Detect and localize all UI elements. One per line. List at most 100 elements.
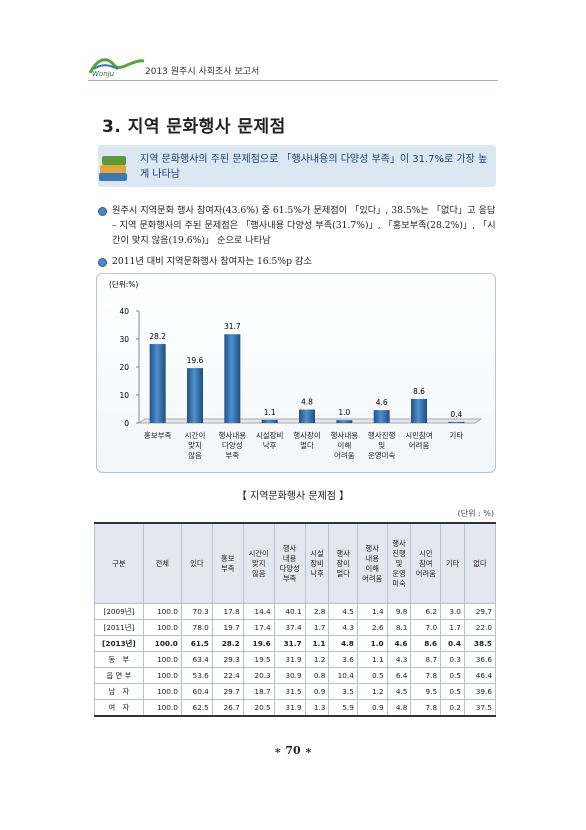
table-cell: 1.7: [304, 619, 330, 636]
table-cell: 9.5: [410, 683, 442, 700]
table-cell: 36.6: [463, 651, 497, 668]
y-tick-label: 40: [119, 307, 129, 316]
table-cell: 100.0: [142, 619, 182, 636]
table-cell: 8.1: [386, 619, 412, 636]
table-cell: 63.4: [180, 651, 213, 668]
x-tick-label: 행사진행 및 운영미숙: [367, 431, 396, 460]
table-cell: 37.5: [463, 699, 497, 717]
y-tick-label: 30: [119, 335, 129, 344]
header-cell: 홍보 부족: [211, 522, 244, 604]
value-label: 31.7: [224, 322, 241, 331]
table-cell: 3.6: [328, 651, 358, 668]
header-cell: 없다: [463, 522, 497, 604]
table-cell: 1.7: [440, 619, 465, 636]
table-cell: 38.5: [463, 635, 497, 652]
table-cell: 여 자: [94, 699, 144, 717]
table-cell: 14.4: [242, 603, 275, 620]
value-label: 1.1: [264, 408, 276, 417]
bullet-dot: [98, 207, 107, 216]
table-cell: 4.6: [386, 635, 412, 652]
value-label: 4.6: [376, 398, 388, 407]
table-cell: 3.5: [328, 683, 358, 700]
table-cell: 0.8: [304, 667, 330, 684]
logo-text: Wonju: [92, 70, 115, 78]
table-cell: 2.8: [304, 603, 330, 620]
logo-mark: [88, 58, 145, 74]
table-cell: 4.3: [386, 651, 412, 668]
y-tick-label: 10: [119, 391, 129, 400]
bullet-text: 2011년 대비 지역문화행사 참여자는 16.5%p 감소: [112, 256, 312, 267]
table-cell: 31.5: [273, 683, 306, 700]
table-cell: [2013년]: [94, 635, 144, 652]
table-cell: 19.5: [242, 651, 275, 668]
table-cell: 4.8: [328, 635, 358, 652]
table-cell: 1.4: [356, 603, 388, 620]
section-title: 3. 지역 문화행사 문제점: [102, 117, 286, 137]
x-tick-label: 시간이 맞지 않음: [184, 431, 206, 460]
table-row: [2009년] 100.0 70.3 17.8 14.4 40.1 2.8 4.5 1.4 9.8…: [94, 603, 497, 620]
x-tick-label: 시민참여 어려움: [405, 431, 433, 450]
table-cell: 0.3: [440, 651, 465, 668]
x-tick-label: 기타: [449, 431, 464, 440]
table-cell: 8.7: [410, 651, 442, 668]
table-cell: 6.4: [386, 667, 412, 684]
table-cell: 29.7: [211, 683, 244, 700]
table-cell: 46.4: [463, 667, 497, 684]
header-cell: 있다: [180, 522, 213, 604]
table-cell: 7.8: [410, 699, 442, 717]
bullet-dot: [98, 258, 107, 267]
table-cell: 19.6: [242, 635, 275, 652]
table-cell: 0.2: [440, 699, 465, 717]
table-cell: 1.2: [304, 651, 330, 668]
bullet-sub: – 지역 문화행사의 주된 문제점은 「행사내용 다양성 부족(31.7%)」,…: [112, 220, 496, 246]
table-cell: 100.0: [142, 667, 182, 684]
x-tick-label: 행사내용 이해 어려움: [330, 431, 359, 460]
table-cell: 남 자: [94, 683, 144, 700]
table-cell: 4.5: [386, 683, 412, 700]
header-cell: 시민 참여 어려움: [410, 522, 442, 604]
table-cell: 8.6: [410, 635, 442, 652]
header-cell: 행사 진행 및 운영 미숙: [386, 522, 412, 604]
table-cell: 3.0: [440, 603, 465, 620]
bar: [299, 409, 315, 423]
table-row: 동 부 100.0 63.4 29.3 19.5 31.9 1.2 3.6 1.1 4.3 8.7 0…: [94, 651, 497, 668]
chart-svg: (단위:%) 0 10 20 30 40 28.2 19.6 31.7 1.1 4.8 1.0 4.6…: [109, 279, 483, 428]
header-line: [88, 80, 498, 81]
table-row: [2011년] 100.0 78.0 19.7 17.4 37.4 1.7 4.3 2.6 8.1…: [94, 619, 497, 636]
table-cell: 22.0: [463, 619, 497, 636]
table-cell: 18.7: [242, 683, 275, 700]
value-label: 19.6: [187, 356, 204, 365]
value-label: 8.6: [413, 387, 425, 396]
x-tick-label: 행사장이 멀다: [293, 431, 321, 450]
header-cell: 시설 장비 낙후: [304, 522, 330, 604]
table-cell: 1.3: [304, 699, 330, 717]
table-cell: 동 부: [94, 651, 144, 668]
table-cell: 61.5: [180, 635, 213, 652]
value-label: 1.0: [338, 408, 350, 417]
table-cell: 100.0: [142, 651, 182, 668]
table-cell: 62.5: [180, 699, 213, 717]
table-caption: 【 지역문화행사 문제점 】: [236, 491, 350, 502]
table-cell: 19.7: [211, 619, 244, 636]
page-number: ∗ 70 ∗: [273, 744, 313, 757]
header-cell: 기타: [440, 522, 465, 604]
bar: [224, 334, 241, 423]
table-cell: 70.3: [180, 603, 213, 620]
x-tick-label: 홍보부족: [143, 431, 172, 440]
table-cell: 37.4: [273, 619, 306, 636]
bar: [448, 421, 465, 423]
highlight-text: 지역 문화행사의 주된 문제점으로 「행사내용의 다양성 부족」이 31.7%로…: [140, 154, 488, 180]
bar: [336, 420, 353, 423]
table-unit: (단위 : %): [457, 509, 494, 518]
chart-unit: (단위:%): [109, 279, 138, 289]
table-row: 남 자 100.0 60.4 29.7 18.7 31.5 0.9 3.5 1.2 4.5 9.5 0…: [94, 683, 497, 700]
table-cell: 0.4: [440, 635, 465, 652]
book-icon: [99, 156, 127, 181]
table-cell: 7.8: [410, 667, 442, 684]
table-cell: 100.0: [142, 699, 182, 717]
bar: [373, 410, 390, 423]
table-cell: 4.8: [386, 699, 412, 717]
table-cell: 20.3: [242, 667, 275, 684]
table-row: [2013년] 100.0 61.5 28.2 19.6 31.7 1.1 4.8 1.0 4.6…: [94, 635, 497, 652]
